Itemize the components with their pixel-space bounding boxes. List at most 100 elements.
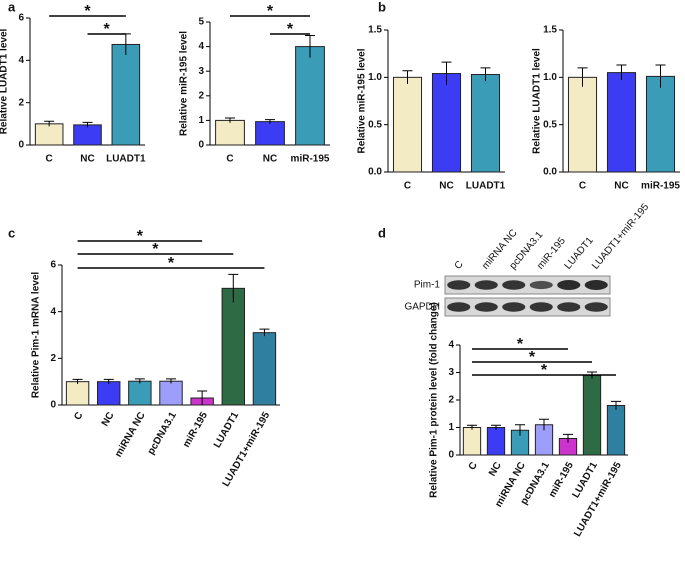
bar [392, 76, 423, 173]
significance-star: * [137, 228, 144, 245]
blot-band [502, 280, 526, 290]
error-bar [72, 378, 83, 384]
error-bar [134, 378, 145, 384]
y-axis-label: Relative Pim-1 protein level (fold chang… [429, 302, 440, 498]
error-bar [577, 67, 588, 87]
significance-star: * [152, 241, 159, 258]
x-tick-label: NC [263, 154, 277, 165]
bar [295, 46, 325, 146]
y-tick-label: 2 [198, 90, 204, 101]
error-bar [611, 400, 621, 410]
blot-band [474, 280, 498, 290]
error-bar [616, 64, 627, 81]
error-bar [480, 67, 491, 82]
y-tick-label: 2 [448, 395, 454, 406]
significance-star: * [287, 21, 294, 38]
blot-row-label: Pim-1 [414, 280, 441, 291]
error-bar [259, 328, 270, 337]
y-tick-label: 0 [50, 400, 56, 411]
y-tick-label: 1.0 [368, 72, 382, 83]
significance-star: * [529, 349, 536, 366]
significance-star: * [84, 3, 91, 20]
bar [606, 72, 637, 173]
error-bar [228, 273, 239, 303]
significance-star: * [517, 336, 524, 353]
error-bar [515, 424, 525, 436]
blot-band [447, 280, 471, 290]
x-tick-label: NC [487, 460, 504, 478]
y-tick-label: 0.0 [543, 167, 557, 178]
panel-letter: b [378, 0, 386, 14]
y-tick-label: 0.5 [543, 119, 557, 130]
y-tick-label: 6 [50, 260, 56, 271]
bar [255, 121, 285, 146]
y-tick-label: 2 [18, 97, 24, 108]
bar [159, 380, 183, 406]
bar [462, 427, 482, 456]
y-tick-label: 1.5 [368, 25, 382, 36]
blot-row-label: GAPDH [404, 302, 440, 313]
blot-band [502, 302, 526, 312]
significance-star: * [168, 255, 175, 272]
blot-band [474, 302, 498, 312]
y-tick-label: 1.5 [543, 25, 557, 36]
bar [606, 405, 626, 456]
x-tick-label: pcDNA3.1 [146, 410, 179, 457]
x-tick-label: NC [614, 181, 628, 192]
bar [34, 123, 64, 146]
y-tick-label: 3 [448, 367, 454, 378]
x-tick-label: miR-195 [641, 181, 680, 192]
y-tick-label: 1 [448, 422, 454, 433]
error-bar [225, 117, 235, 123]
y-tick-label: 5 [198, 17, 204, 28]
bar [582, 374, 602, 456]
panel-letter: d [378, 225, 386, 240]
error-bar [265, 119, 275, 124]
x-tick-label: C [467, 460, 480, 472]
blot-band [447, 302, 471, 312]
y-tick-label: 6 [18, 13, 24, 24]
bar [431, 73, 462, 173]
error-bar [441, 61, 452, 85]
x-tick-label: miRNA NC [113, 410, 148, 459]
lane-label: LUADT1+miR-195 [590, 201, 651, 271]
x-tick-label: C [72, 410, 85, 422]
x-tick-label: C [404, 181, 411, 192]
significance-star: * [267, 3, 274, 20]
blot-band [529, 280, 553, 290]
x-tick-label: C [46, 154, 53, 165]
y-tick-label: 4 [50, 306, 56, 317]
error-bar [402, 70, 413, 84]
panel-letter: c [8, 225, 15, 240]
error-bar [539, 418, 549, 431]
y-tick-label: 0.5 [368, 119, 382, 130]
error-bar [166, 378, 176, 384]
bar [486, 427, 506, 456]
y-tick-label: 4 [18, 55, 24, 66]
y-tick-label: 4 [198, 41, 204, 52]
x-tick-label: C [579, 181, 586, 192]
bar [645, 75, 676, 173]
blot-band [557, 302, 581, 312]
y-tick-label: 0 [18, 140, 24, 151]
x-tick-label: NC [100, 410, 117, 428]
x-tick-label: miR-195 [291, 154, 330, 165]
blot-band [584, 280, 608, 290]
x-tick-label: NC [80, 154, 94, 165]
y-axis-label: Relative Pim-1 mRNA level [31, 272, 42, 399]
x-tick-label: LUADT1 [212, 410, 241, 450]
y-tick-label: 0.0 [368, 167, 382, 178]
error-bar [44, 120, 55, 127]
y-tick-label: 0 [198, 140, 204, 151]
bar [128, 380, 152, 406]
panel-letter: a [8, 0, 16, 14]
error-bar [197, 390, 208, 405]
blot-band [529, 302, 553, 312]
y-axis-label: Relative LUADT1 level [532, 48, 543, 154]
error-bar [305, 35, 315, 58]
y-tick-label: 1.0 [543, 72, 557, 83]
bar [73, 124, 102, 146]
x-tick-label: C [226, 154, 233, 165]
x-tick-label: NC [439, 181, 453, 192]
